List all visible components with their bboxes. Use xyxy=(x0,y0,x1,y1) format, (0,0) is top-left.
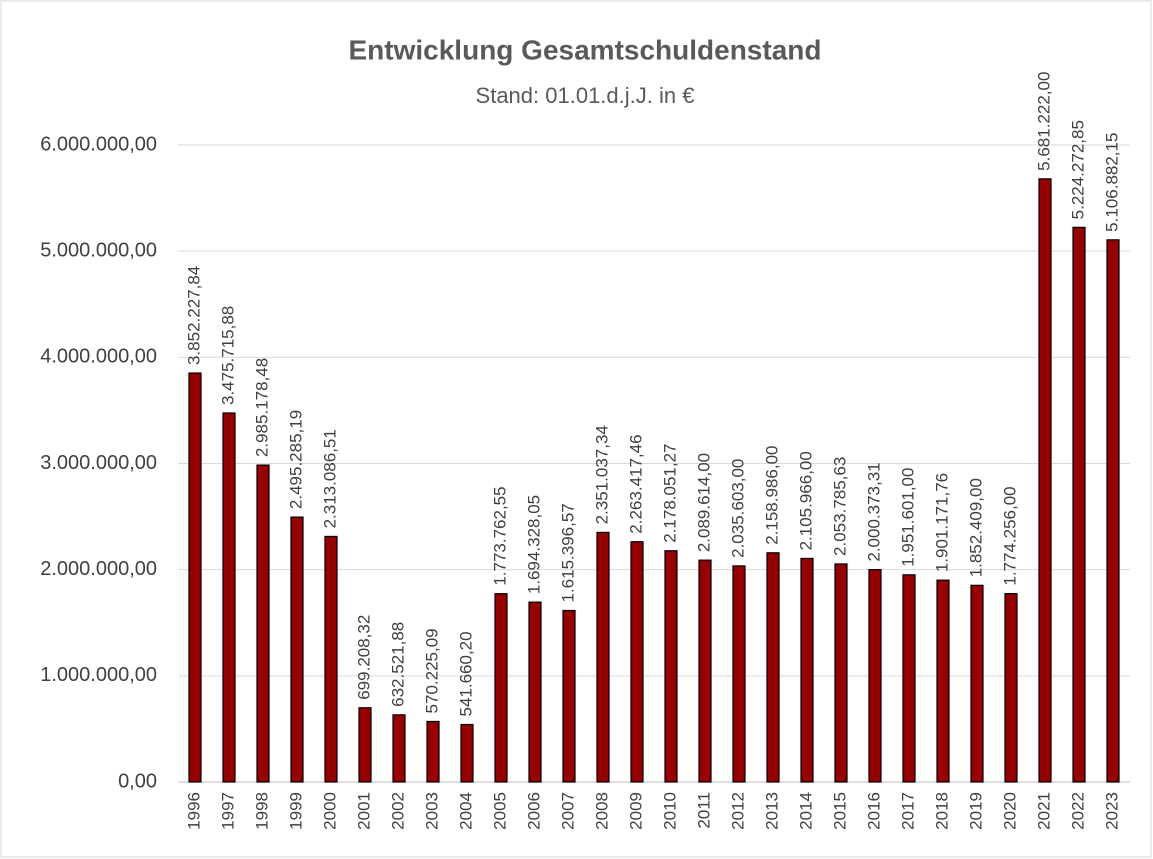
value-label: 3.475.715,88 xyxy=(218,306,237,405)
y-tick-label: 6.000.000,00 xyxy=(40,133,157,155)
bar xyxy=(902,574,916,783)
value-label: 5.106.882,15 xyxy=(1102,133,1121,232)
bar xyxy=(1004,593,1018,783)
value-label: 699.208,32 xyxy=(354,615,373,700)
bar xyxy=(528,601,542,783)
value-label: 2.351.037,34 xyxy=(592,425,611,524)
x-tick-label: 1996 xyxy=(184,792,203,830)
y-tick-label: 0,00 xyxy=(118,770,157,792)
value-label: 1.951.601,00 xyxy=(898,468,917,567)
bar xyxy=(630,541,644,783)
bar xyxy=(596,531,610,783)
value-label: 2.053.785,63 xyxy=(830,457,849,556)
y-tick-label: 1.000.000,00 xyxy=(40,664,157,686)
x-tick-label: 2016 xyxy=(864,792,883,830)
bar xyxy=(222,412,236,783)
y-tick-label: 2.000.000,00 xyxy=(40,558,157,580)
x-tick-label: 2005 xyxy=(490,792,509,830)
chart-subtitle: Stand: 01.01.d.j.J. in € xyxy=(476,83,695,108)
bar xyxy=(936,579,950,783)
chart-title: Entwicklung Gesamtschuldenstand xyxy=(349,34,822,65)
x-tick-label: 2002 xyxy=(388,792,407,830)
bar xyxy=(834,563,848,783)
bar xyxy=(868,569,882,783)
bar xyxy=(800,557,814,783)
value-label: 2.158.986,00 xyxy=(762,446,781,545)
x-tick-label: 2019 xyxy=(966,792,985,830)
x-tick-label: 2017 xyxy=(898,792,917,830)
bar xyxy=(256,464,270,783)
x-tick-label: 2004 xyxy=(456,792,475,830)
value-label: 2.178.051,27 xyxy=(660,443,679,542)
value-label: 5.224.272,85 xyxy=(1068,120,1087,219)
value-label: 2.313.086,51 xyxy=(320,429,339,528)
value-label: 2.985.178,48 xyxy=(252,358,271,457)
x-tick-label: 2009 xyxy=(626,792,645,830)
x-tick-label: 2013 xyxy=(762,792,781,830)
bar xyxy=(766,552,780,783)
value-label: 570.225,09 xyxy=(422,628,441,713)
value-label: 2.263.417,46 xyxy=(626,434,645,533)
x-tick-label: 2011 xyxy=(694,792,713,829)
bar xyxy=(732,565,746,783)
x-tick-label: 2021 xyxy=(1034,792,1053,830)
bar xyxy=(698,559,712,783)
value-label: 1.852.409,00 xyxy=(966,478,985,577)
value-label: 2.089.614,00 xyxy=(694,453,713,552)
bar xyxy=(290,516,304,783)
bar xyxy=(1106,239,1120,783)
bar xyxy=(392,714,406,783)
value-label: 541.660,20 xyxy=(456,631,475,716)
x-tick-label: 2001 xyxy=(354,792,373,830)
x-tick-label: 1999 xyxy=(286,792,305,830)
value-label: 1.774.256,00 xyxy=(1000,486,1019,585)
x-tick-label: 2014 xyxy=(796,792,815,830)
value-label: 2.105.966,00 xyxy=(796,451,815,550)
value-label: 1.694.328,05 xyxy=(524,495,543,594)
x-tick-label: 2012 xyxy=(728,792,747,830)
x-tick-label: 2007 xyxy=(558,792,577,830)
y-tick-label: 3.000.000,00 xyxy=(40,452,157,474)
bar xyxy=(460,723,474,783)
x-tick-label: 2018 xyxy=(932,792,951,830)
y-tick-label: 5.000.000,00 xyxy=(40,239,157,261)
x-tick-label: 1997 xyxy=(218,792,237,830)
bar xyxy=(494,593,508,783)
x-tick-label: 2020 xyxy=(1000,792,1019,830)
bar xyxy=(1038,178,1052,783)
value-label: 1.773.762,55 xyxy=(490,486,509,585)
x-tick-label: 2006 xyxy=(524,792,543,830)
x-tick-label: 2008 xyxy=(592,792,611,830)
bar xyxy=(664,550,678,783)
x-tick-label: 2022 xyxy=(1068,792,1087,830)
bar xyxy=(970,584,984,783)
x-tick-label: 1998 xyxy=(252,792,271,830)
value-label: 2.000.373,31 xyxy=(864,462,883,561)
x-tick-label: 2023 xyxy=(1102,792,1121,830)
value-label: 2.035.603,00 xyxy=(728,459,747,558)
value-label: 1.901.171,76 xyxy=(932,473,951,572)
value-label: 5.681.222,00 xyxy=(1034,72,1053,171)
bar xyxy=(324,535,338,783)
bar xyxy=(1072,226,1086,783)
x-tick-label: 2003 xyxy=(422,792,441,830)
bar xyxy=(426,720,440,783)
x-tick-label: 2015 xyxy=(830,792,849,830)
bar xyxy=(188,372,202,783)
bar xyxy=(358,707,372,783)
value-label: 2.495.285,19 xyxy=(286,410,305,509)
value-label: 632.521,88 xyxy=(388,622,407,707)
x-tick-label: 2010 xyxy=(660,792,679,830)
value-label: 1.615.396,57 xyxy=(558,503,577,602)
value-label: 3.852.227,84 xyxy=(184,266,203,365)
x-tick-label: 2000 xyxy=(320,792,339,830)
bar xyxy=(562,609,576,783)
y-tick-label: 4.000.000,00 xyxy=(40,346,157,368)
